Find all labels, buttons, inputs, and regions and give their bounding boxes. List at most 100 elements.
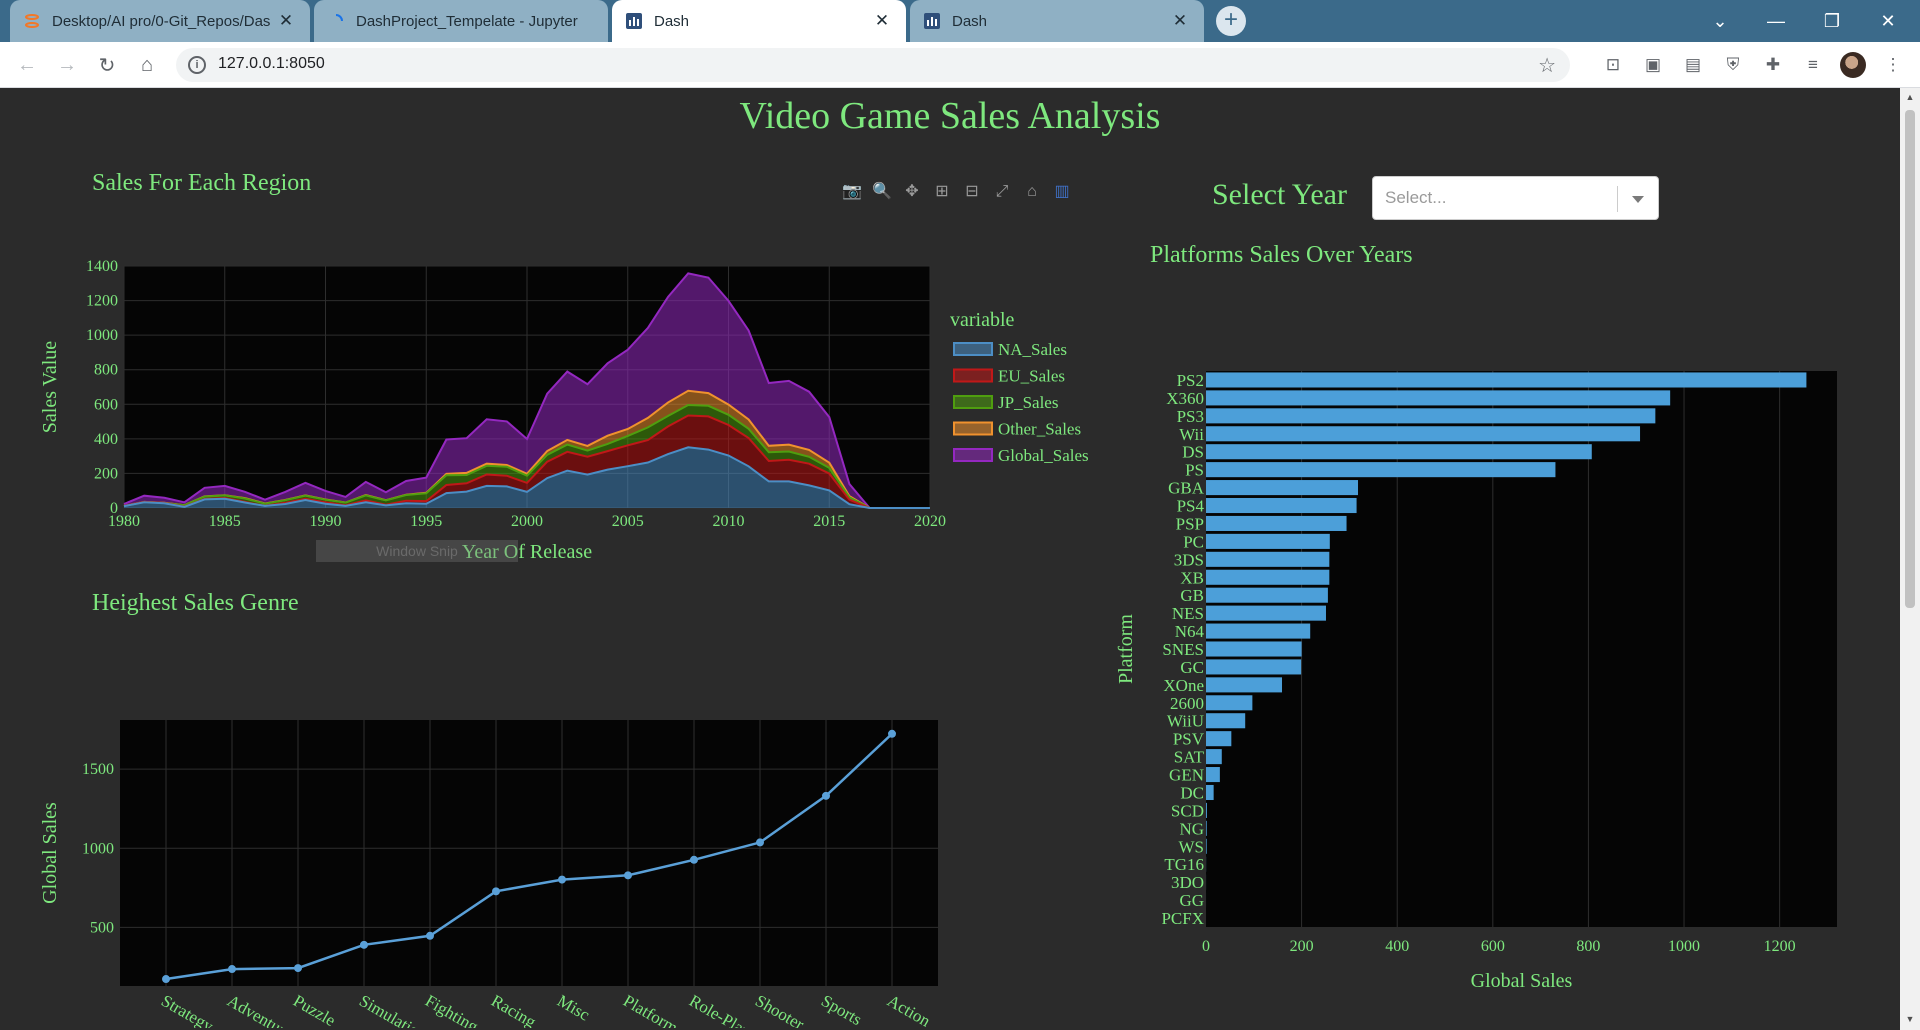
document-extension-icon[interactable]: ▤: [1684, 55, 1702, 74]
scrollbar-thumb[interactable]: [1905, 110, 1915, 608]
x-tick-label: 200: [1290, 938, 1314, 955]
y-tick-label: PS3: [1177, 407, 1204, 426]
y-axis-title: Platform: [1115, 614, 1137, 684]
site-info-icon[interactable]: i: [188, 56, 206, 74]
close-icon[interactable]: ✕: [1172, 11, 1188, 30]
bar-NG: [1206, 820, 1207, 836]
close-icon[interactable]: ✕: [278, 11, 294, 30]
y-tick-label: PC: [1183, 532, 1204, 551]
legend-swatch-JP_Sales: [953, 395, 993, 409]
home-icon[interactable]: ⌂: [140, 53, 154, 76]
scroll-up-icon[interactable]: ▲: [1905, 92, 1915, 102]
zoom-icon[interactable]: 🔍: [872, 183, 892, 200]
tab-dash-active[interactable]: Dash ✕: [612, 0, 906, 42]
page-scrollbar[interactable]: ▲ ▼: [1900, 88, 1920, 1030]
x-tick-label: 1990: [310, 513, 342, 530]
zoom-in-icon[interactable]: ⊞: [935, 183, 949, 200]
close-icon[interactable]: ✕: [874, 11, 890, 30]
x-tick-label: Simulation: [356, 991, 431, 1028]
minimize-icon[interactable]: —: [1767, 10, 1785, 31]
shield-extension-icon[interactable]: ⛨: [1726, 55, 1740, 74]
reload-icon[interactable]: ↻: [98, 54, 116, 77]
tab-jupyter-files[interactable]: Desktop/AI pro/0-Git_Repos/Das ✕: [10, 0, 310, 42]
bar-SAT: [1206, 749, 1222, 765]
y-axis-title: Global Sales: [39, 802, 61, 904]
x-tick-label: 800: [1576, 938, 1600, 955]
plotly-modebar: 📷 🔍 ✥ ⊞ ⊟ ⤢ ⌂ ▥: [842, 182, 1072, 204]
y-tick-label: 0: [110, 500, 118, 517]
forward-icon[interactable]: →: [57, 53, 77, 76]
reset-axes-icon[interactable]: ⌂: [1027, 183, 1037, 200]
y-tick-label: DS: [1182, 443, 1204, 462]
bar-WS: [1206, 838, 1207, 854]
genre-point-Sports: [822, 791, 830, 800]
genre-point-Shooter: [756, 838, 764, 847]
year-dropdown[interactable]: Select...: [1372, 176, 1659, 220]
url-omnibox[interactable]: i 127.0.0.1:8050 ☆: [176, 48, 1570, 82]
x-tick-label: 1980: [108, 513, 140, 530]
chevron-down-icon[interactable]: [1632, 196, 1644, 203]
dash-icon: [924, 13, 940, 29]
autoscale-icon[interactable]: ⤢: [995, 183, 1009, 200]
x-tick-label: 2000: [511, 513, 543, 530]
tab-search-chevron-icon[interactable]: ⌄: [1712, 10, 1728, 31]
zoom-out-icon[interactable]: ⊟: [965, 183, 979, 200]
bookmark-star-icon[interactable]: ☆: [1538, 55, 1556, 77]
x-tick-label: 2020: [914, 513, 946, 530]
plotly-logo-icon[interactable]: ▥: [1054, 183, 1070, 200]
tab-jupyter-notebook[interactable]: DashProject_Tempelate - Jupyter: [314, 0, 608, 42]
y-tick-label: SAT: [1174, 748, 1205, 767]
y-tick-label: PSV: [1173, 730, 1205, 749]
address-bar: ← → ↻ ⌂ i 127.0.0.1:8050 ☆ ⊡ ▣ ▤ ⛨ ✚ ≡ ⋮: [0, 42, 1920, 88]
restore-icon[interactable]: ❐: [1823, 10, 1841, 31]
x-tick-label: Strategy: [158, 991, 217, 1028]
line-JP_Sales: [123, 403, 930, 509]
genre-point-Platform: [624, 871, 632, 880]
window-close-icon[interactable]: ✕: [1880, 10, 1896, 31]
y-tick-label: 3DS: [1174, 550, 1204, 569]
y-tick-label: NES: [1172, 604, 1204, 623]
region-area-chart[interactable]: 0 200 400 600 800 1000 1200 1400 1980 1985 1990 199…: [0, 200, 1130, 580]
dropdown-separator: [1617, 186, 1618, 212]
x-tick-label: 1000: [1668, 938, 1700, 955]
new-tab-button[interactable]: +: [1216, 6, 1246, 36]
genre-point-Racing: [492, 887, 500, 896]
legend-swatch-Other_Sales: [953, 421, 993, 436]
chrome-menu-icon[interactable]: ⋮: [1884, 55, 1902, 74]
genre-point-Role-Playing: [690, 855, 698, 864]
platform-chart-title: Platforms Sales Over Years: [1150, 242, 1413, 268]
puzzle-extensions-icon[interactable]: ✚: [1765, 55, 1781, 74]
scroll-down-icon[interactable]: ▼: [1905, 1014, 1915, 1024]
pan-icon[interactable]: ✥: [905, 183, 919, 200]
tab-dash[interactable]: Dash ✕: [910, 0, 1204, 42]
line-NA_Sales: [123, 446, 930, 509]
back-icon[interactable]: ←: [17, 53, 37, 76]
x-tick-label: 0: [1202, 938, 1210, 955]
bar-DS: [1206, 444, 1592, 460]
bar-SCD: [1206, 802, 1207, 818]
x-tick-label: 600: [1481, 938, 1505, 955]
y-tick-label: PS4: [1177, 497, 1205, 516]
y-tick-label: XOne: [1163, 676, 1204, 695]
y-tick-label: PS: [1185, 461, 1204, 480]
platform-bar-chart[interactable]: 0 200 400 600 800 1000 1200PS2X360PS3WiiDSPSGB…: [1100, 268, 1900, 1030]
legend-swatch-EU_Sales: [953, 368, 993, 383]
x-tick-label: 1995: [410, 513, 442, 530]
tab-title: Desktop/AI pro/0-Git_Repos/Das: [52, 12, 271, 30]
url-text[interactable]: 127.0.0.1:8050: [218, 55, 325, 72]
excel-extension-icon[interactable]: ▣: [1644, 55, 1662, 74]
y-tick-label: 800: [94, 362, 118, 379]
y-tick-label: WS: [1179, 837, 1205, 856]
profile-avatar[interactable]: [1840, 52, 1866, 78]
media-queue-icon[interactable]: ≡: [1808, 55, 1818, 74]
camera-icon[interactable]: 📷: [842, 183, 862, 200]
x-tick-label: 1985: [209, 513, 241, 530]
genre-point-Adventure: [228, 965, 236, 974]
screen-search-icon[interactable]: ⊡: [1605, 55, 1621, 74]
y-tick-label: DC: [1180, 783, 1204, 802]
bar-NES: [1206, 605, 1326, 621]
genre-point-Fighting: [426, 931, 434, 940]
bar-PS4: [1206, 497, 1357, 514]
y-tick-label: 1200: [86, 293, 118, 310]
